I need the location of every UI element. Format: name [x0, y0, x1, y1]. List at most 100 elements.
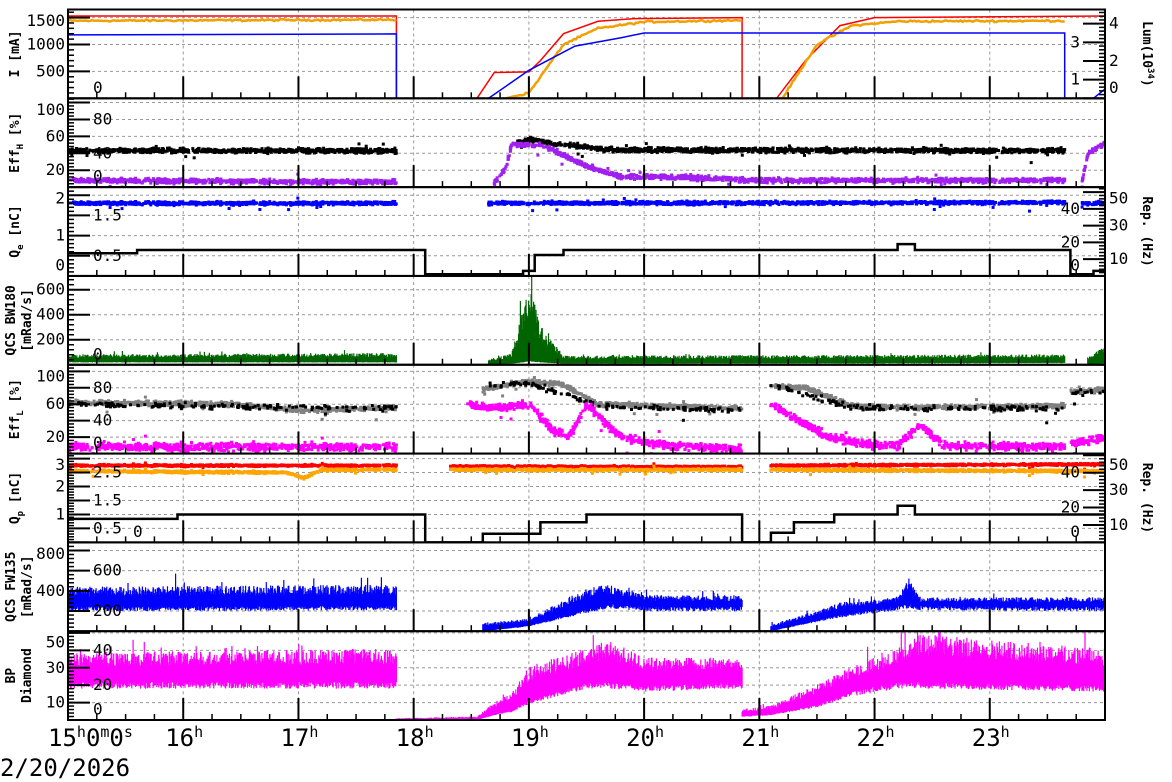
data-point — [959, 151, 963, 154]
data-point — [392, 202, 396, 206]
data-point — [173, 202, 177, 206]
data-point — [372, 180, 376, 184]
data-point — [498, 174, 502, 178]
data-point — [258, 208, 262, 211]
data-point — [585, 144, 589, 148]
data-point — [941, 149, 945, 153]
data-point — [209, 180, 213, 184]
data-point — [506, 154, 510, 158]
data-point — [743, 148, 747, 152]
data-point — [934, 147, 937, 151]
data-point — [292, 149, 296, 153]
data-point — [189, 200, 193, 204]
data-point — [576, 145, 580, 149]
data-point — [741, 175, 744, 179]
data-point — [1010, 151, 1014, 155]
data-point — [248, 178, 252, 182]
data-point — [738, 176, 742, 180]
data-point — [853, 180, 857, 184]
data-point — [993, 181, 997, 185]
data-point — [166, 146, 169, 150]
data-point — [306, 201, 310, 205]
data-point — [703, 176, 706, 180]
data-point — [121, 150, 125, 154]
data-point — [617, 173, 621, 177]
data-point — [351, 178, 355, 182]
data-point — [972, 178, 975, 182]
data-point — [917, 149, 921, 153]
data-point — [345, 149, 349, 153]
data-point — [727, 182, 731, 186]
data-point — [911, 148, 915, 151]
data-point — [200, 179, 204, 183]
data-point — [914, 177, 918, 181]
data-point — [115, 148, 119, 152]
data-point — [663, 176, 666, 180]
data-point — [1091, 147, 1094, 151]
data-point — [576, 141, 580, 145]
data-point — [94, 201, 97, 205]
data-point — [540, 140, 544, 144]
data-point — [613, 148, 617, 152]
data-point — [371, 150, 374, 154]
data-point — [376, 181, 380, 185]
data-point — [523, 137, 527, 141]
data-point — [1027, 177, 1031, 181]
data-point — [1056, 176, 1060, 180]
data-point — [239, 202, 243, 205]
data-point — [846, 149, 850, 153]
data-point — [530, 145, 534, 149]
data-point — [162, 149, 166, 153]
data-point — [202, 147, 206, 151]
data-point — [68, 150, 71, 154]
data-point — [287, 208, 291, 212]
data-point — [579, 161, 583, 165]
data-point — [197, 180, 201, 184]
data-point — [536, 153, 540, 157]
y-tick-label: 20 — [46, 160, 65, 179]
data-point — [346, 178, 350, 182]
data-point — [555, 147, 559, 151]
data-point — [523, 142, 527, 146]
data-point — [110, 148, 113, 152]
data-point — [267, 182, 271, 186]
data-point — [200, 150, 204, 153]
data-point — [1046, 153, 1050, 157]
data-point — [93, 179, 97, 183]
data-point — [195, 202, 199, 206]
data-point — [357, 142, 361, 146]
data-point — [1082, 173, 1086, 177]
data-point — [113, 179, 117, 183]
data-point — [373, 178, 376, 182]
data-point — [505, 163, 509, 167]
data-point — [262, 200, 266, 204]
data-point — [324, 179, 328, 183]
data-point — [326, 201, 330, 205]
data-point — [551, 147, 555, 150]
data-point — [708, 178, 712, 182]
data-point — [358, 203, 361, 207]
data-point — [817, 177, 821, 181]
data-point — [1011, 179, 1015, 183]
data-point — [1039, 148, 1043, 152]
data-point — [362, 202, 366, 206]
data-point — [786, 148, 790, 152]
data-point — [290, 149, 294, 153]
data-point — [641, 149, 645, 153]
data-point — [553, 142, 557, 146]
data-point — [159, 200, 163, 204]
data-point — [369, 181, 373, 185]
data-point — [128, 201, 132, 205]
data-point — [515, 145, 519, 149]
data-point — [119, 180, 123, 184]
data-point — [952, 178, 956, 182]
data-point — [161, 203, 165, 207]
data-point — [967, 178, 971, 182]
data-point — [684, 150, 688, 154]
data-point — [717, 177, 721, 180]
data-point — [940, 178, 944, 182]
data-point — [858, 150, 862, 154]
data-point — [316, 203, 320, 207]
data-point — [747, 148, 751, 152]
data-point — [545, 142, 549, 146]
